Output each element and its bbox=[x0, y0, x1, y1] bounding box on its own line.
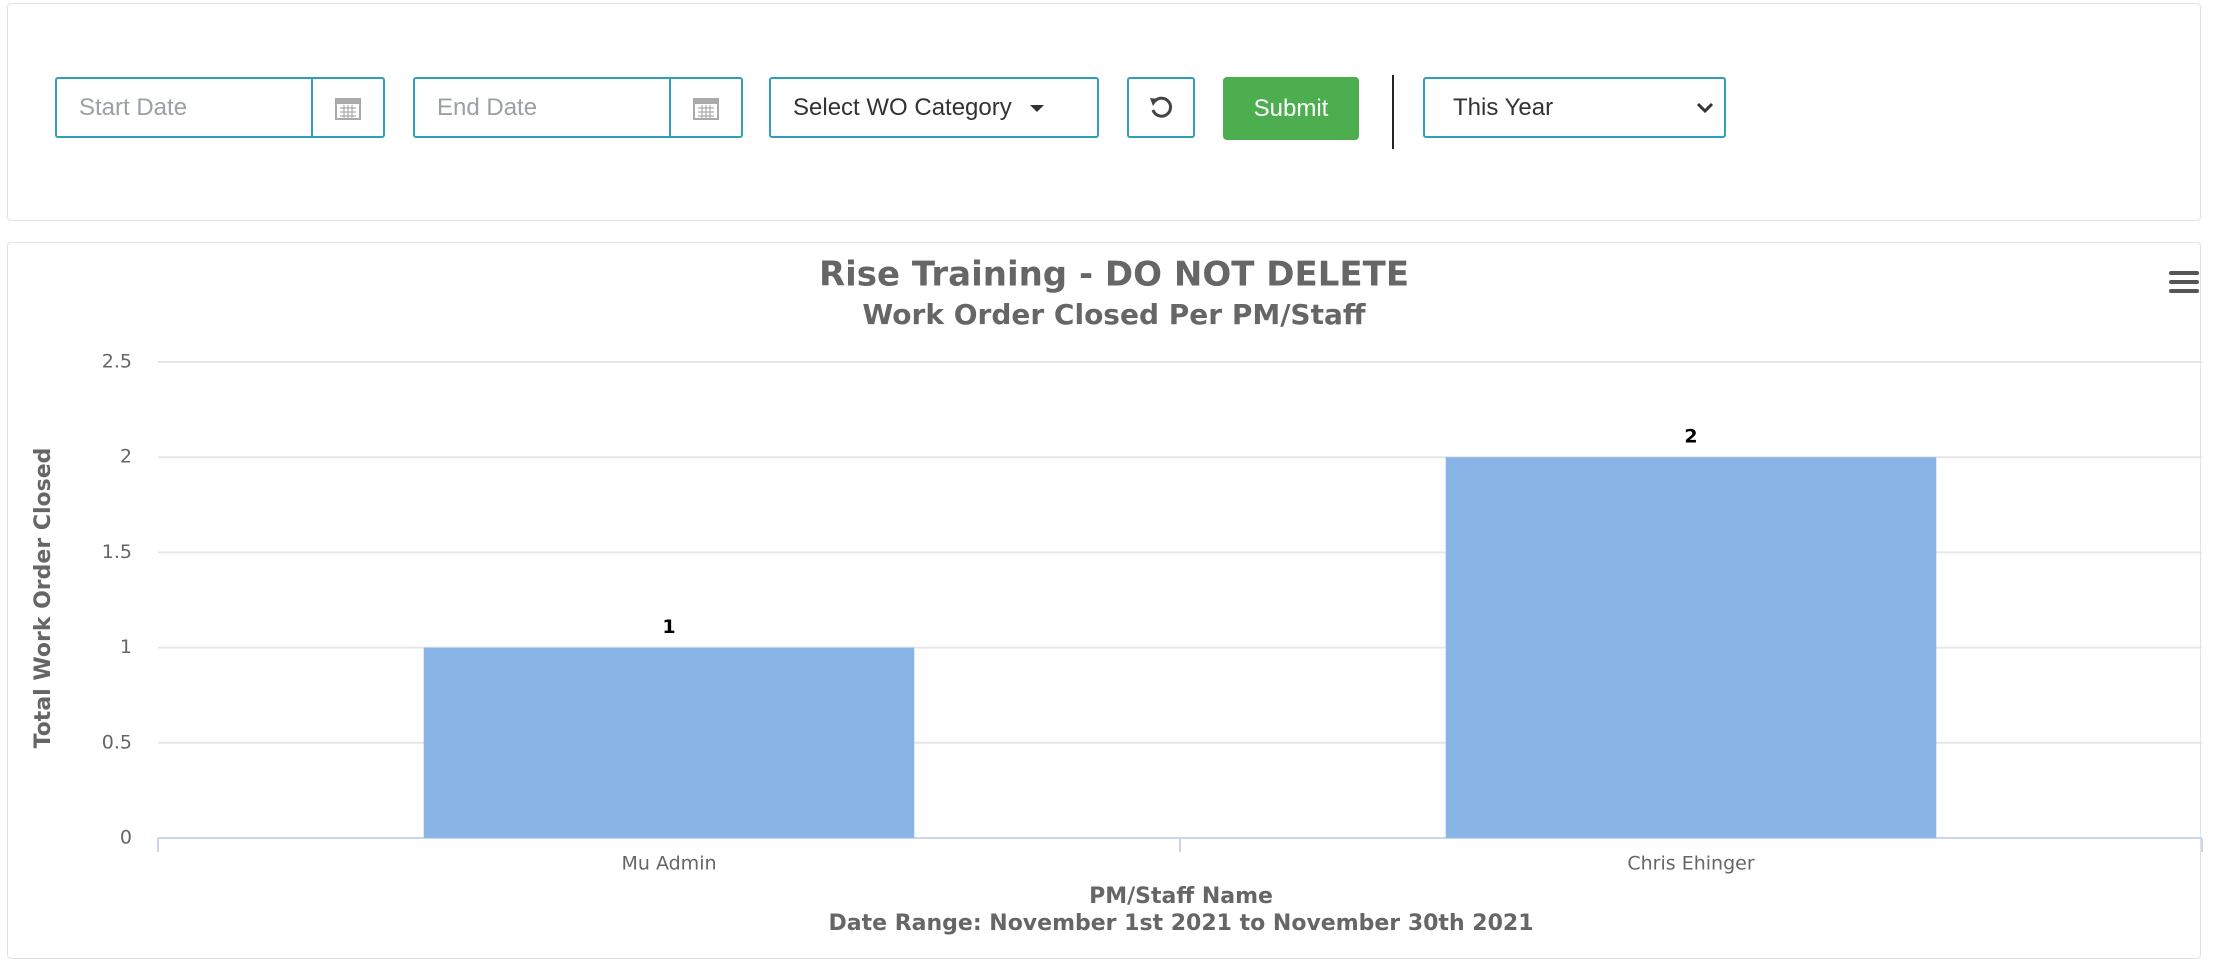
end-date-input[interactable]: End Date bbox=[413, 77, 743, 138]
data-label: 1 bbox=[662, 616, 675, 638]
placeholder: Start Date bbox=[79, 93, 188, 121]
start-date-input[interactable]: Start Date bbox=[55, 77, 385, 138]
y-tick-label: 2 bbox=[120, 446, 132, 468]
period-select[interactable]: This Year bbox=[1423, 77, 1726, 138]
y-tick-label: 1 bbox=[120, 636, 132, 658]
select-label: This Year bbox=[1453, 93, 1554, 121]
y-tick-label: 2.5 bbox=[102, 351, 132, 373]
y-tick-label: 0.5 bbox=[102, 731, 132, 753]
y-axis-title: Total Work Order Closed bbox=[31, 448, 56, 749]
y-tick-label: 1.5 bbox=[102, 541, 132, 563]
placeholder: End Date bbox=[437, 93, 538, 121]
submit-button[interactable]: Submit bbox=[1223, 77, 1359, 140]
calendar-button[interactable] bbox=[311, 79, 383, 136]
x-axis-title: PM/Staff Name bbox=[1089, 884, 1273, 909]
separator bbox=[1392, 75, 1394, 149]
chevron bbox=[1696, 102, 1714, 113]
category-dropdown[interactable]: Select WO Category bbox=[769, 77, 1099, 138]
calendar-icon bbox=[693, 97, 719, 120]
calendar-icon bbox=[335, 97, 361, 120]
caption: Date Range: November 1st 2021 to Novembe… bbox=[829, 911, 1534, 936]
bar bbox=[1445, 457, 1937, 838]
chart-subtitle: Work Order Closed Per PM/Staff bbox=[862, 298, 1365, 331]
bar bbox=[423, 647, 915, 838]
filter-panel: Start Date End Date Select WO Category S… bbox=[7, 3, 2201, 221]
caret bbox=[1029, 104, 1044, 112]
x-tick-label: Chris Ehinger bbox=[1627, 853, 1754, 875]
reset-button[interactable] bbox=[1127, 77, 1195, 138]
menu-button[interactable] bbox=[2169, 271, 2199, 293]
data-label: 2 bbox=[1684, 426, 1697, 448]
dropdown-label: Select WO Category bbox=[793, 93, 1012, 121]
y-tick-label: 0 bbox=[120, 827, 132, 849]
chart-title: Rise Training - DO NOT DELETE bbox=[819, 255, 1409, 295]
calendar-button[interactable] bbox=[669, 79, 741, 136]
reset-icon bbox=[1150, 96, 1173, 118]
x-tick-label: Mu Admin bbox=[621, 853, 716, 875]
